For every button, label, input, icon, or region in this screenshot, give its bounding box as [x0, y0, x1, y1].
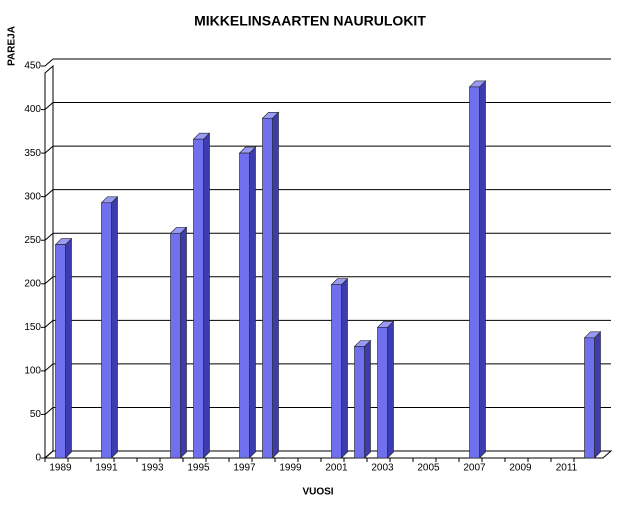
- bar: [469, 86, 480, 459]
- y-tick-label: 150: [24, 322, 41, 333]
- grid-line: [44, 319, 54, 328]
- grid-line: [44, 145, 54, 154]
- side-wall: [44, 64, 54, 460]
- y-tick-label: 400: [24, 104, 41, 115]
- y-tick-label: 0: [35, 453, 41, 464]
- bar: [193, 138, 204, 459]
- bar: [331, 284, 342, 459]
- x-tick-label: 2011: [556, 463, 578, 474]
- grid-line: [44, 407, 54, 415]
- bar: [377, 327, 388, 459]
- y-axis-title: PAREJA: [7, 26, 18, 66]
- grid-line: [44, 363, 54, 372]
- grid-line: [44, 102, 54, 110]
- bar: [584, 337, 595, 459]
- y-tick-label: 450: [24, 61, 41, 72]
- x-tick-label: 1991: [95, 463, 118, 474]
- bar-side: [387, 320, 394, 459]
- bar-side: [203, 132, 210, 459]
- x-tick-label: 2007: [463, 463, 486, 474]
- bar: [262, 117, 273, 459]
- bar-side: [249, 146, 256, 459]
- plot-area: 0 50 100 150 200 250 300 350 400 450 1989 1991 1993 1…: [24, 58, 613, 474]
- y-tick-label: 100: [24, 366, 41, 377]
- bar-side: [65, 237, 72, 459]
- bar: [55, 244, 66, 459]
- bar-side: [364, 339, 371, 459]
- bar-side: [111, 196, 118, 459]
- bar: [170, 232, 181, 459]
- y-tick-label: 50: [30, 409, 42, 420]
- bar: [101, 202, 112, 459]
- x-tick-label: 1995: [187, 463, 210, 474]
- x-tick-label: 1989: [49, 463, 72, 474]
- y-tick-label: 350: [24, 148, 41, 159]
- y-tick-label: 200: [24, 278, 41, 289]
- bar: [354, 346, 365, 459]
- y-tick-label: 250: [24, 235, 41, 246]
- bar: [239, 152, 250, 459]
- x-axis-title: VUOSI: [302, 487, 333, 498]
- bar-side: [272, 111, 279, 459]
- bar-side: [180, 226, 187, 459]
- bar-side: [479, 80, 486, 459]
- floor: [43, 450, 613, 459]
- chart-title: MIKKELINSAARTEN NAURULOKIT: [194, 13, 426, 29]
- grid-line: [44, 232, 54, 241]
- x-tick-label: 1993: [141, 463, 164, 474]
- grid-line: [44, 58, 54, 67]
- y-tick-label: 300: [24, 191, 41, 202]
- bar-side: [594, 331, 601, 459]
- x-tick-label: 2003: [371, 463, 394, 474]
- x-tick-label: 2005: [417, 463, 440, 474]
- x-tick-label: 2001: [325, 463, 348, 474]
- x-tick-label: 1997: [233, 463, 256, 474]
- grid-line: [44, 450, 54, 459]
- x-tick-label: 2009: [509, 463, 532, 474]
- x-tick-label: 1999: [279, 463, 302, 474]
- grid-line: [44, 276, 54, 285]
- bar-side: [341, 277, 348, 459]
- grid-line: [44, 189, 54, 198]
